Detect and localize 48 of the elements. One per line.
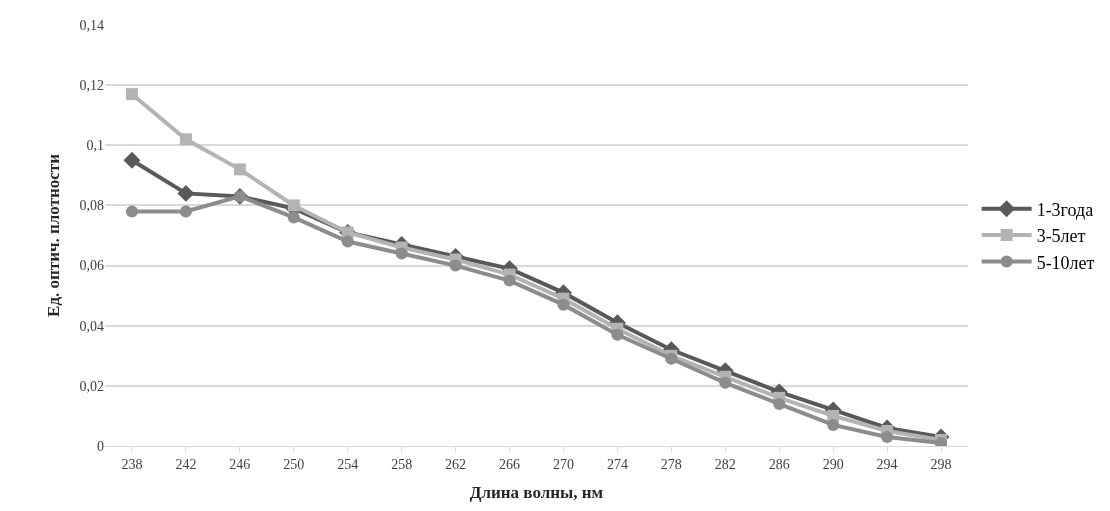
x-tick-label: 270: [552, 456, 574, 472]
y-tick-label: 0,08: [79, 198, 104, 214]
point: [287, 199, 300, 212]
point: [233, 163, 246, 176]
x-tick-label: 266: [499, 456, 521, 472]
x-axis-title: Длина волны, нм: [469, 483, 604, 503]
point: [719, 376, 732, 389]
point: [557, 298, 570, 311]
point: [449, 259, 462, 272]
legend-label: 1-3года: [1036, 199, 1094, 220]
x-tick-label: 294: [876, 456, 898, 472]
point: [125, 88, 138, 101]
y-tick-label: 0,06: [79, 258, 104, 274]
y-tick-label: 0,1: [86, 138, 104, 154]
x-tick-label: 246: [229, 456, 251, 472]
point: [827, 418, 840, 431]
x-tick-label: 286: [768, 456, 790, 472]
x-tick-label: 238: [121, 456, 143, 472]
x-tick-label: 242: [175, 456, 197, 472]
x-tick-label: 262: [445, 456, 467, 472]
point: [341, 235, 354, 248]
point: [881, 430, 894, 443]
legend-label: 5-10лет: [1036, 252, 1095, 273]
point: [773, 397, 786, 410]
point: [179, 133, 192, 146]
x-tick-label: 254: [337, 456, 359, 472]
point: [125, 205, 138, 218]
point: [177, 184, 195, 202]
x-tick-label: 250: [283, 456, 305, 472]
y-axis-title: Ед. оптич. плотности: [44, 153, 64, 317]
x-tick-label: 290: [822, 456, 844, 472]
point: [611, 328, 624, 341]
x-tick-label: 282: [714, 456, 736, 472]
y-tick-label: 0,12: [79, 78, 104, 94]
x-tick-label: 274: [606, 456, 628, 472]
y-tick-label: 0: [97, 438, 104, 454]
legend-label: 3-5лет: [1036, 226, 1086, 247]
point: [287, 211, 300, 224]
x-tick-label: 278: [660, 456, 682, 472]
point: [179, 205, 192, 218]
y-tick-label: 0,04: [79, 318, 104, 334]
y-tick-label: 0,02: [79, 378, 104, 394]
point: [395, 247, 408, 260]
point: [123, 151, 141, 169]
y-tick-label: 0,14: [79, 17, 104, 33]
point: [503, 274, 516, 287]
x-tick-label: 298: [930, 456, 952, 472]
x-tick-label: 258: [391, 456, 413, 472]
